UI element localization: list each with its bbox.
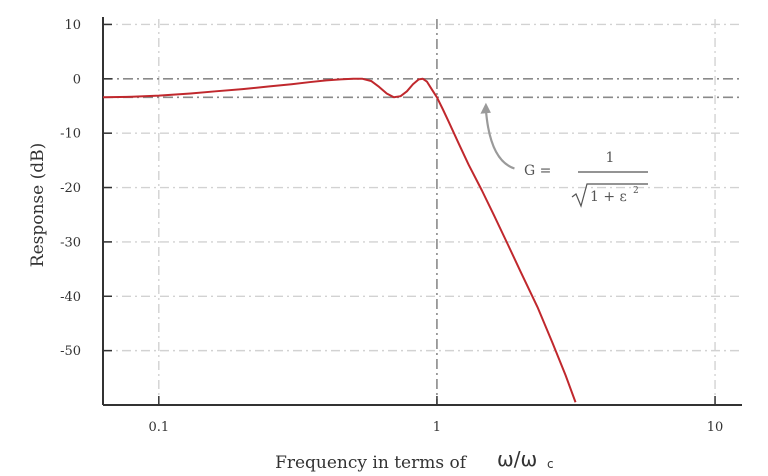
annotation-arrowhead xyxy=(480,102,491,114)
y-axis-ticks: 10 0 -10 -20 -30 -40 -50 xyxy=(60,18,112,359)
x-tick-label: 1 xyxy=(433,420,441,435)
grid-lines xyxy=(103,19,742,405)
formula-prefix: G = xyxy=(524,163,551,179)
y-tick-label: -40 xyxy=(60,290,81,305)
x-axis-title-subscript: c xyxy=(547,457,554,471)
x-axis-ticks: 0.1 1 10 xyxy=(148,396,723,435)
formula-numerator: 1 xyxy=(606,150,615,166)
x-tick-label: 0.1 xyxy=(148,420,169,435)
y-tick-label: -30 xyxy=(60,235,81,250)
reference-lines xyxy=(103,19,742,405)
gain-annotation: G = 1 1 + ε 2 xyxy=(480,102,648,208)
y-tick-label: -50 xyxy=(60,344,81,359)
y-axis-title: Response (dB) xyxy=(28,143,48,267)
x-axis-title: Frequency in terms of xyxy=(275,453,468,473)
formula-denominator: 1 + ε xyxy=(590,189,627,205)
series-group xyxy=(102,77,577,403)
y-tick-label: 0 xyxy=(73,72,81,87)
x-axis-title-symbol: ω/ω xyxy=(497,447,537,471)
axes xyxy=(102,17,742,406)
y-tick-label: -20 xyxy=(60,181,81,196)
y-tick-label: 10 xyxy=(64,18,81,33)
formula-superscript: 2 xyxy=(633,186,639,196)
y-tick-label: -10 xyxy=(60,127,81,142)
series-line xyxy=(102,77,577,403)
formula-sqrt-sign xyxy=(571,183,648,208)
x-tick-label: 10 xyxy=(707,420,724,435)
annotation-arrow xyxy=(484,109,515,170)
